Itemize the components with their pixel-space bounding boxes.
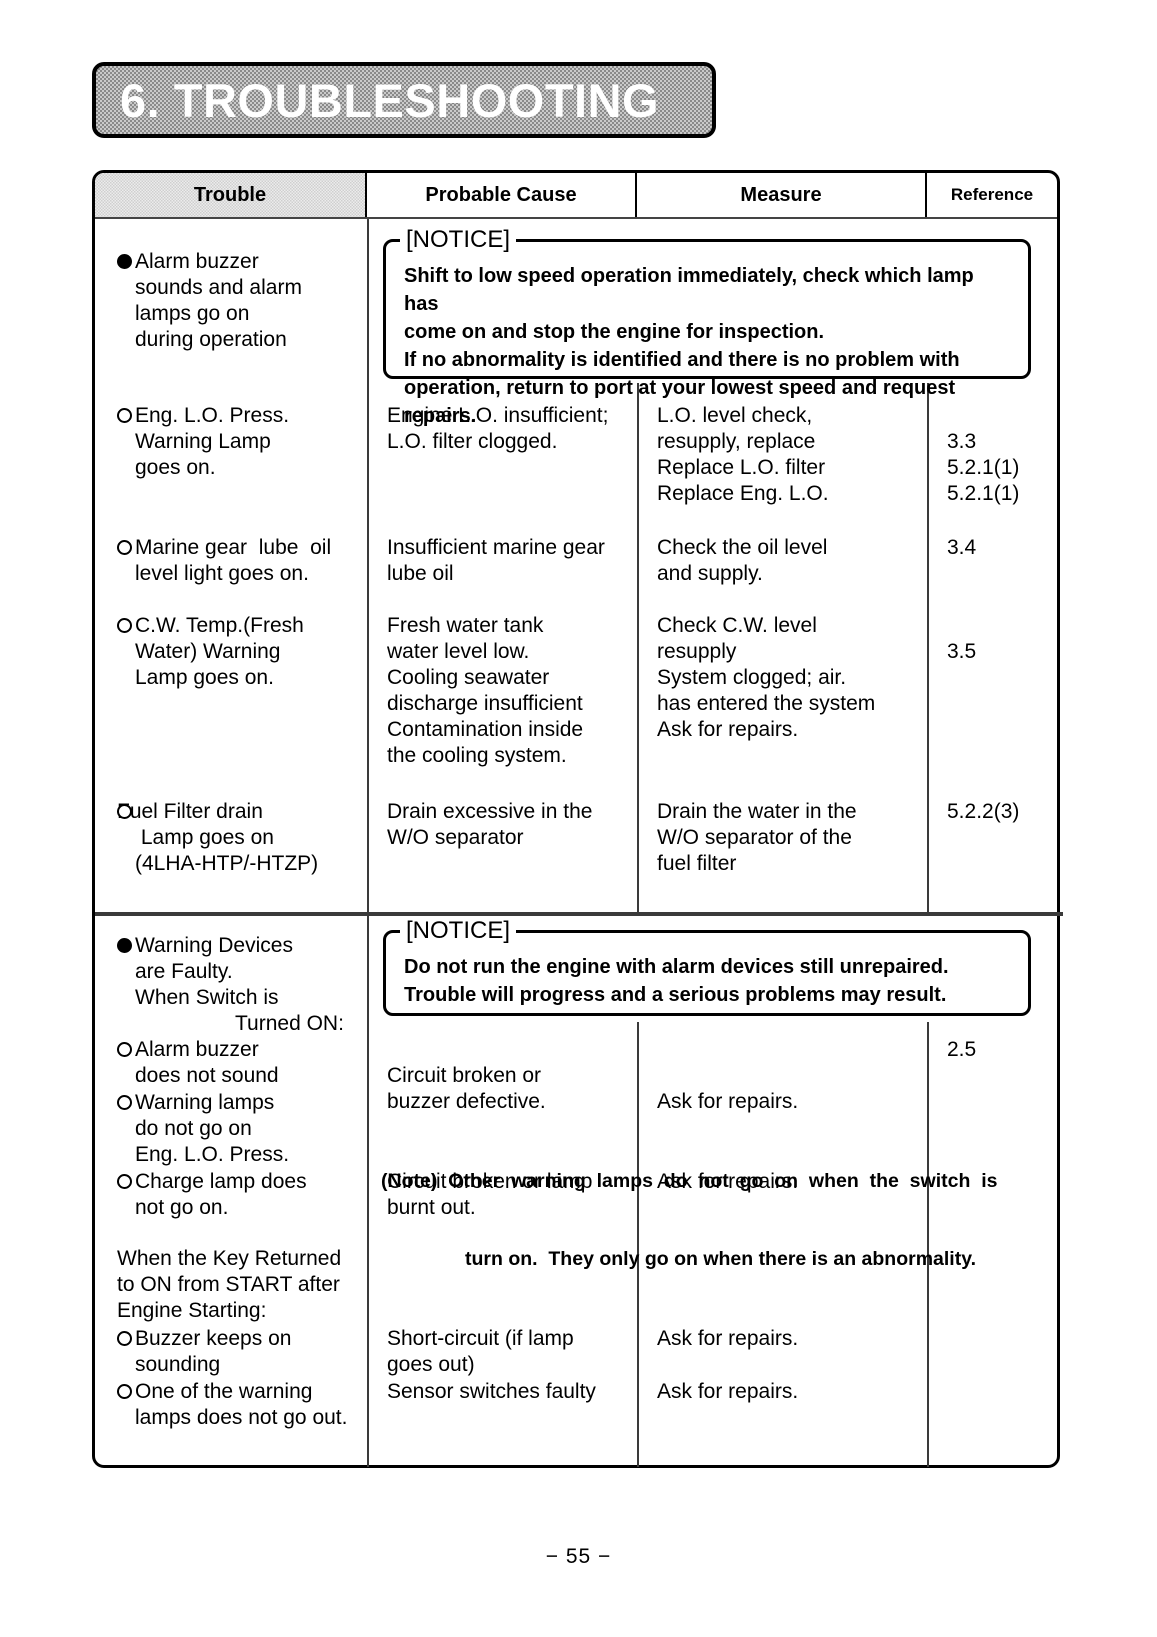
probable-cause-7: Circuit broken or buzzer defective. <box>387 1064 546 1113</box>
reference-4: 5.2.2(3) <box>947 800 1020 823</box>
column-header-measure: Measure <box>637 173 927 217</box>
notice-legend: [NOTICE] <box>400 917 517 945</box>
trouble-text: Buzzer keeps on sounding <box>135 1327 292 1376</box>
reference-2: 3.4 <box>947 536 977 559</box>
chapter-title-banner: 6. TROUBLESHOOTING <box>92 62 716 138</box>
probable-cause-10: Sensor switches faulty <box>387 1380 596 1403</box>
page-title: 6. TROUBLESHOOTING <box>120 73 660 127</box>
measure-10: Ask for repairs. <box>657 1380 799 1403</box>
hollow-bullet-icon <box>117 1331 132 1346</box>
page-number: − 55 − <box>545 1545 612 1568</box>
trouble-text: Marine gear lube oil level light goes on… <box>135 536 332 585</box>
notice-body: Shift to low speed operation immediately… <box>404 265 974 427</box>
probable-cause-4: Drain excessive in the W/O separator <box>387 800 593 849</box>
reference-1: 3.3 5.2.1(1) 5.2.1(1) <box>947 430 1020 505</box>
trouble-text: Warning Devices are Faulty. When Switch … <box>135 934 293 1009</box>
measure-9: Ask for repairs. <box>657 1327 799 1350</box>
notice-legend: [NOTICE] <box>400 226 517 254</box>
trouble-text: Warning lamps do not go on Eng. L.O. Pre… <box>135 1091 290 1166</box>
table-row-trouble-4: Fuel Filter drain Lamp goes on (4LHA-HTP… <box>117 799 372 877</box>
measure-4: Drain the water in the W/O separator of … <box>657 800 857 875</box>
trouble-text: Eng. L.O. Press. Warning Lamp goes on. <box>135 404 290 479</box>
column-header-trouble: Trouble <box>95 173 367 217</box>
hollow-bullet-icon <box>117 540 132 555</box>
hollow-bullet-icon <box>117 408 132 423</box>
table-row-trouble-9: Buzzer keeps on sounding <box>117 1326 367 1378</box>
table-row-trouble-2: Marine gear lube oil level light goes on… <box>117 535 372 587</box>
column-header-reference: Reference <box>950 185 1034 204</box>
key-returned-heading: When the Key Returned to ON from START a… <box>117 1247 342 1322</box>
table-row-trouble-5: Warning Devices are Faulty. When Switch … <box>117 933 367 1011</box>
column-rule-1 <box>367 219 369 912</box>
note-line-2: turn on. They only go on when there is a… <box>465 1248 977 1270</box>
measure-1: L.O. level check, resupply, replace Repl… <box>657 404 829 505</box>
hollow-bullet-icon <box>117 1384 132 1399</box>
table-row-trouble-7: Warning lamps do not go on Eng. L.O. Pre… <box>117 1090 367 1168</box>
section-divider <box>95 912 1063 916</box>
trouble-text: One of the warning lamps does not go out… <box>135 1380 348 1429</box>
turned-on-label: Turned ON: <box>235 1012 344 1035</box>
reference-6: 2.5 <box>947 1038 977 1061</box>
table-row-trouble-8: Charge lamp does not go on. <box>117 1169 367 1221</box>
probable-cause-2: Insufficient marine gear lube oil <box>387 536 605 585</box>
notice-body: Do not run the engine with alarm devices… <box>404 956 949 1006</box>
filled-bullet-icon <box>117 938 132 953</box>
note-label: (Note) <box>381 1170 438 1192</box>
hollow-bullet-icon <box>117 1095 132 1110</box>
hollow-bullet-icon <box>117 618 132 633</box>
reference-3: 3.5 <box>947 640 977 663</box>
column-rule-3b <box>927 1022 929 1467</box>
column-rule-3 <box>927 383 929 912</box>
measure-2: Check the oil level and supply. <box>657 536 828 585</box>
probable-cause-8: Circuit broken or lamp burnt out. <box>387 1170 593 1219</box>
measure-8: Ask for repairs. <box>657 1170 799 1193</box>
probable-cause-9: Short-circuit (if lamp goes out) <box>387 1327 574 1376</box>
trouble-text: Charge lamp does not go on. <box>135 1170 307 1219</box>
table-row-trouble-6: Alarm buzzer does not sound <box>117 1037 367 1089</box>
hollow-bullet-icon <box>117 1174 132 1189</box>
trouble-text: Alarm buzzer sounds and alarm lamps go o… <box>135 250 302 351</box>
trouble-text: Alarm buzzer does not sound <box>135 1038 279 1087</box>
column-rule-2 <box>637 383 639 912</box>
probable-cause-3: Fresh water tank water level low. Coolin… <box>387 614 584 767</box>
note-line-1: Other warning lamps do not go on when th… <box>448 1170 998 1192</box>
hollow-bullet-icon <box>117 804 132 819</box>
table-row-trouble-3: C.W. Temp.(Fresh Water) Warning Lamp goe… <box>117 613 367 691</box>
table-row-trouble-10: One of the warning lamps does not go out… <box>117 1379 369 1431</box>
notice-box-2: [NOTICE] Do not run the engine with alar… <box>383 917 1031 1016</box>
measure-7: Ask for repairs. <box>657 1090 799 1113</box>
measure-3: Check C.W. level resupply System clogged… <box>657 614 876 741</box>
trouble-text: Fuel Filter drain Lamp goes on (4LHA-HTP… <box>117 800 319 875</box>
table-row-trouble-1: Eng. L.O. Press. Warning Lamp goes on. <box>117 403 362 481</box>
table-header-row: Trouble Probable Cause Measure Reference <box>95 173 1057 219</box>
table-row-trouble-0: Alarm buzzer sounds and alarm lamps go o… <box>117 249 362 353</box>
column-rule-1b <box>367 916 369 1467</box>
trouble-text: C.W. Temp.(Fresh Water) Warning Lamp goe… <box>135 614 304 689</box>
probable-cause-1: Engine L.O. insufficient; L.O. filter cl… <box>387 404 609 453</box>
note-block: (Note) Other warning lamps do not go on … <box>381 1116 1057 1324</box>
notice-box-1: [NOTICE] Shift to low speed operation im… <box>383 226 1031 427</box>
filled-bullet-icon <box>117 254 132 269</box>
column-rule-2b <box>637 1022 639 1467</box>
hollow-bullet-icon <box>117 1042 132 1057</box>
column-header-probable-cause: Probable Cause <box>367 173 637 217</box>
troubleshooting-table: Trouble Probable Cause Measure Reference… <box>92 170 1063 1468</box>
